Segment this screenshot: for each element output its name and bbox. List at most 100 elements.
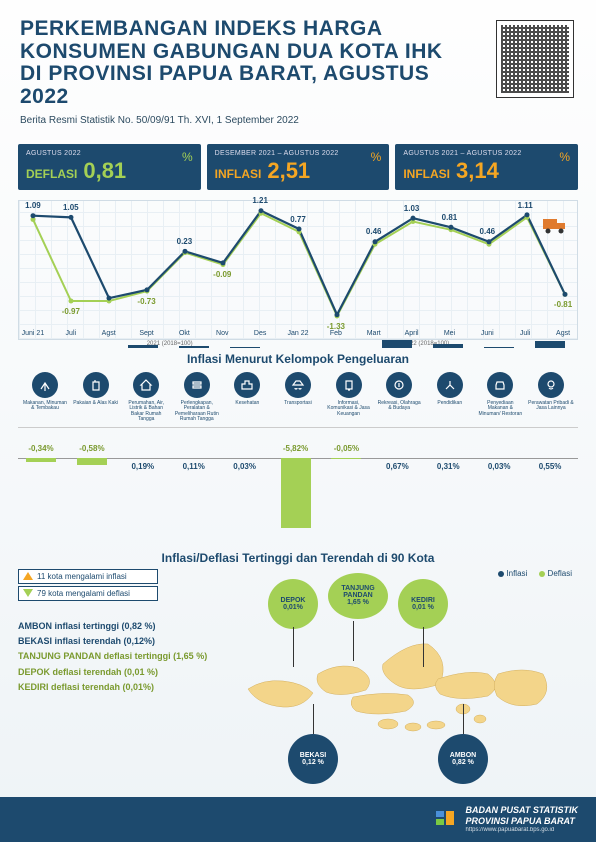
point-label: 0.81 [442, 213, 458, 222]
bar-value-label: 0,03% [230, 462, 260, 471]
x-axis-label: Jan 22 [287, 330, 308, 337]
point-label: 1.03 [404, 204, 420, 213]
bar-value-label: -5,82% [281, 444, 311, 453]
stat-box-0: AGUSTUS 2022 DEFLASI 0,81 % [18, 144, 201, 190]
x-axis-label: Mart [367, 330, 381, 337]
bubble-pointer [423, 627, 424, 667]
x-axis-label: Feb [330, 330, 342, 337]
kota-section-title: Inflasi/Deflasi Tertinggi dan Terendah d… [0, 551, 596, 565]
bubble-pointer [463, 704, 464, 734]
city-bubble: KEDIRI0,01 % [398, 579, 448, 629]
x-axis-label: Sept [139, 330, 153, 337]
point-label: -1.33 [327, 322, 345, 331]
subtitle: Berita Resmi Statistik No. 50/09/91 Th. … [20, 115, 576, 126]
stat-percent-icon: % [371, 150, 382, 164]
x-axis-label: Juni 21 [22, 330, 45, 337]
category-icon [184, 372, 210, 398]
city-bubble: BEKASI0,12 % [288, 734, 338, 784]
point-label: 0.46 [366, 227, 382, 236]
inflasi-dot-icon [498, 571, 504, 577]
x-axis-label: Nov [216, 330, 228, 337]
stat-type: INFLASI [215, 167, 262, 181]
kota-region: 11 kota mengalami inflasi 79 kota mengal… [18, 569, 578, 829]
bar-value-label: -0,05% [331, 444, 361, 453]
point-label: 1.21 [252, 196, 268, 205]
point-label: -0.97 [62, 307, 80, 316]
category-icon [83, 372, 109, 398]
city-bubble: AMBON0,82 % [438, 734, 488, 784]
category-item: Transportasi [275, 372, 321, 423]
bps-logo-icon [432, 807, 458, 833]
bubble-pct: 0,01 % [412, 604, 434, 611]
category-label: Kesehatan [235, 401, 259, 419]
x-axis-label: Juni [481, 330, 494, 337]
bar-value-label: 0,31% [433, 462, 463, 471]
stat-type: INFLASI [403, 167, 450, 181]
category-item: Pakaian & Alas Kaki [73, 372, 119, 423]
category-label: Rekreasi, Olahraga & Budaya [376, 401, 422, 419]
category-item: Perumahan, Air, Listrik & Bahan Bakar Ru… [123, 372, 169, 423]
x-axis-label: Des [254, 330, 266, 337]
category-icon [336, 372, 362, 398]
city-summary-line: BEKASI inflasi terendah (0,12%) [18, 634, 207, 649]
bubble-pct: 0,82 % [452, 759, 474, 766]
footer-org-line2: PROVINSI PAPUA BARAT [466, 816, 579, 827]
city-summary-list: AMBON inflasi tertinggi (0,82 %)BEKASI i… [18, 619, 207, 695]
point-label: 0.23 [177, 237, 193, 246]
footer: BADAN PUSAT STATISTIK PROVINSI PAPUA BAR… [0, 797, 596, 842]
inflasi-legend-label: Inflasi [506, 569, 527, 578]
category-item: Pendidikan [427, 372, 473, 423]
city-summary-line: AMBON inflasi tertinggi (0,82 %) [18, 619, 207, 634]
monthly-line-chart: Juni 21 Juli Agst Sept Okt Nov Des Jan 22 Feb Mar… [18, 200, 578, 340]
point-label: 1.11 [518, 201, 533, 210]
x-axis-label: Okt [179, 330, 190, 337]
bubble-city-name: AMBON [450, 752, 476, 759]
city-summary-line: KEDIRI deflasi terendah (0,01%) [18, 680, 207, 695]
legend-dots: Inflasi Deflasi [498, 569, 572, 578]
category-label: Informasi, Komunikasi & Jasa Keuangan [326, 401, 372, 419]
point-label: 0.77 [290, 215, 306, 224]
bar-value-label: 0,19% [128, 462, 158, 471]
deflasi-legend-label: Deflasi [548, 569, 572, 578]
category-label: Perlengkapan, Peralatan & Pemeliharaan R… [174, 401, 220, 423]
bar-value-label: -0,58% [77, 444, 107, 453]
bar-value-label: 0,11% [179, 462, 209, 471]
header: PERKEMBANGAN INDEKS HARGA KONSUMEN GABUN… [0, 0, 596, 134]
inflasi-count-label: 11 kota mengalami inflasi [37, 572, 127, 581]
category-icon [133, 372, 159, 398]
bubble-city-name: TANJUNG PANDAN [328, 585, 388, 599]
main-title: PERKEMBANGAN INDEKS HARGA KONSUMEN GABUN… [20, 18, 460, 109]
stat-period: AGUSTUS 2021 – AGUSTUS 2022 [403, 150, 570, 157]
x-axis-label: Juli [66, 330, 77, 337]
bubble-city-name: DEPOK [281, 597, 306, 604]
stat-type: DEFLASI [26, 167, 77, 181]
stat-box-1: DESEMBER 2021 – AGUSTUS 2022 INFLASI 2,5… [207, 144, 390, 190]
footer-text: BADAN PUSAT STATISTIK PROVINSI PAPUA BAR… [466, 805, 579, 834]
category-label: Pakaian & Alas Kaki [73, 401, 118, 419]
category-item: Penyediaan Makanan & Minuman/ Restoran [477, 372, 523, 423]
category-item: Perawatan Pribadi & Jasa Lainnya [528, 372, 574, 423]
category-item: Perlengkapan, Peralatan & Pemeliharaan R… [174, 372, 220, 423]
bar-value-label: 0,03% [484, 462, 514, 471]
city-bubble: DEPOK0,01% [268, 579, 318, 629]
bubble-pointer [353, 621, 354, 661]
category-label: Transportasi [284, 401, 312, 419]
point-label: 1.05 [63, 203, 79, 212]
point-label: -0.81 [554, 300, 572, 309]
x-axis-label: Agst [556, 330, 570, 337]
category-section-title: Inflasi Menurut Kelompok Pengeluaran [0, 352, 596, 366]
bar-value-label: 0,67% [382, 462, 412, 471]
category-label: Perumahan, Air, Listrik & Bahan Bakar Ru… [123, 401, 169, 423]
bubble-city-name: KEDIRI [411, 597, 435, 604]
point-label: 0.46 [480, 227, 496, 236]
x-axis-label: Juli [520, 330, 531, 337]
stat-value: 2,51 [267, 158, 310, 184]
category-item: Rekreasi, Olahraga & Budaya [376, 372, 422, 423]
stat-value: 0,81 [83, 158, 126, 184]
truck-icon [541, 215, 571, 235]
stat-boxes-row: AGUSTUS 2022 DEFLASI 0,81 % DESEMBER 202… [0, 134, 596, 194]
x-axis-label: April [405, 330, 419, 337]
category-icon [32, 372, 58, 398]
deflasi-dot-icon [539, 571, 545, 577]
x-axis-label: Mei [444, 330, 455, 337]
